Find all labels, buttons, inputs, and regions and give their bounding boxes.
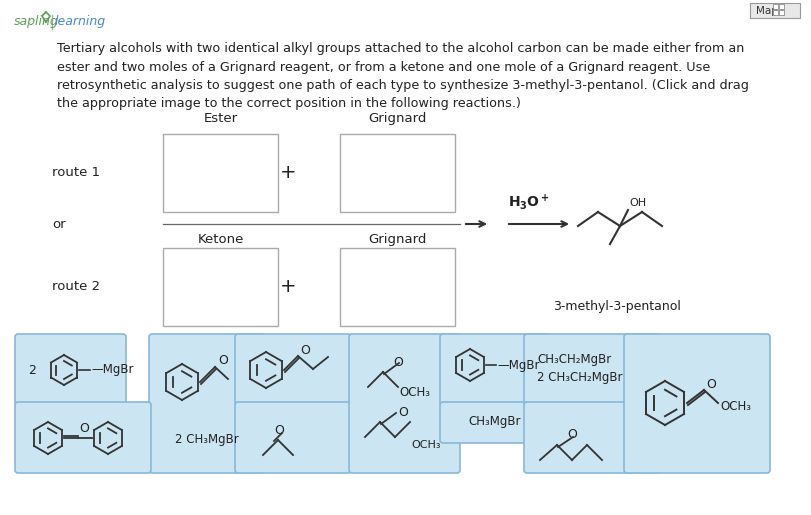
Bar <box>340 248 455 326</box>
Bar <box>750 3 800 18</box>
Text: 2: 2 <box>28 364 36 376</box>
Bar <box>779 10 784 15</box>
Text: 3-methyl-3-pentanol: 3-methyl-3-pentanol <box>553 300 681 313</box>
FancyBboxPatch shape <box>235 334 351 405</box>
FancyBboxPatch shape <box>440 334 551 405</box>
Text: O: O <box>567 428 577 441</box>
FancyBboxPatch shape <box>524 402 660 473</box>
Text: route 1: route 1 <box>52 166 100 180</box>
Bar <box>773 4 778 9</box>
Text: or: or <box>52 217 66 231</box>
Text: Tertiary alcohols with two identical alkyl groups attached to the alcohol carbon: Tertiary alcohols with two identical alk… <box>57 42 749 111</box>
Bar <box>163 248 278 326</box>
Text: CH₃MgBr: CH₃MgBr <box>469 416 521 428</box>
FancyBboxPatch shape <box>149 334 265 473</box>
Text: O: O <box>398 406 408 420</box>
FancyBboxPatch shape <box>235 402 351 473</box>
Text: O: O <box>300 344 310 356</box>
Text: O: O <box>79 421 89 435</box>
Text: Ketone: Ketone <box>197 233 243 246</box>
Text: sapling: sapling <box>14 15 58 28</box>
Text: OCH₃: OCH₃ <box>399 386 430 400</box>
Text: route 2: route 2 <box>52 281 100 294</box>
Text: —MgBr: —MgBr <box>91 364 134 376</box>
Text: Grignard: Grignard <box>368 233 427 246</box>
Bar <box>340 134 455 212</box>
Text: +: + <box>280 163 296 182</box>
Text: OH: OH <box>629 198 646 208</box>
Text: —MgBr: —MgBr <box>497 358 539 371</box>
Bar <box>779 4 784 9</box>
Text: Grignard: Grignard <box>368 112 427 125</box>
Text: O: O <box>218 353 228 367</box>
FancyBboxPatch shape <box>15 402 151 473</box>
Text: O: O <box>706 377 716 390</box>
FancyBboxPatch shape <box>349 334 460 473</box>
FancyBboxPatch shape <box>15 334 126 405</box>
Text: O: O <box>274 424 284 438</box>
Text: CH₃CH₂MgBr: CH₃CH₂MgBr <box>537 352 611 366</box>
Bar <box>773 10 778 15</box>
FancyBboxPatch shape <box>624 334 770 473</box>
Text: learning: learning <box>55 15 106 28</box>
Text: OCH₃: OCH₃ <box>720 401 751 414</box>
Text: Map: Map <box>756 6 778 15</box>
FancyBboxPatch shape <box>524 334 660 405</box>
Text: OCH₃: OCH₃ <box>411 440 440 450</box>
Text: 2 CH₃CH₂MgBr: 2 CH₃CH₂MgBr <box>537 370 623 384</box>
Text: 2 CH₃MgBr: 2 CH₃MgBr <box>175 434 239 447</box>
Text: +: + <box>280 278 296 297</box>
Text: $\mathbf{H_3O^+}$: $\mathbf{H_3O^+}$ <box>508 192 550 212</box>
Text: O: O <box>393 356 403 369</box>
FancyBboxPatch shape <box>440 402 551 443</box>
Text: Ester: Ester <box>204 112 238 125</box>
Bar <box>163 134 278 212</box>
